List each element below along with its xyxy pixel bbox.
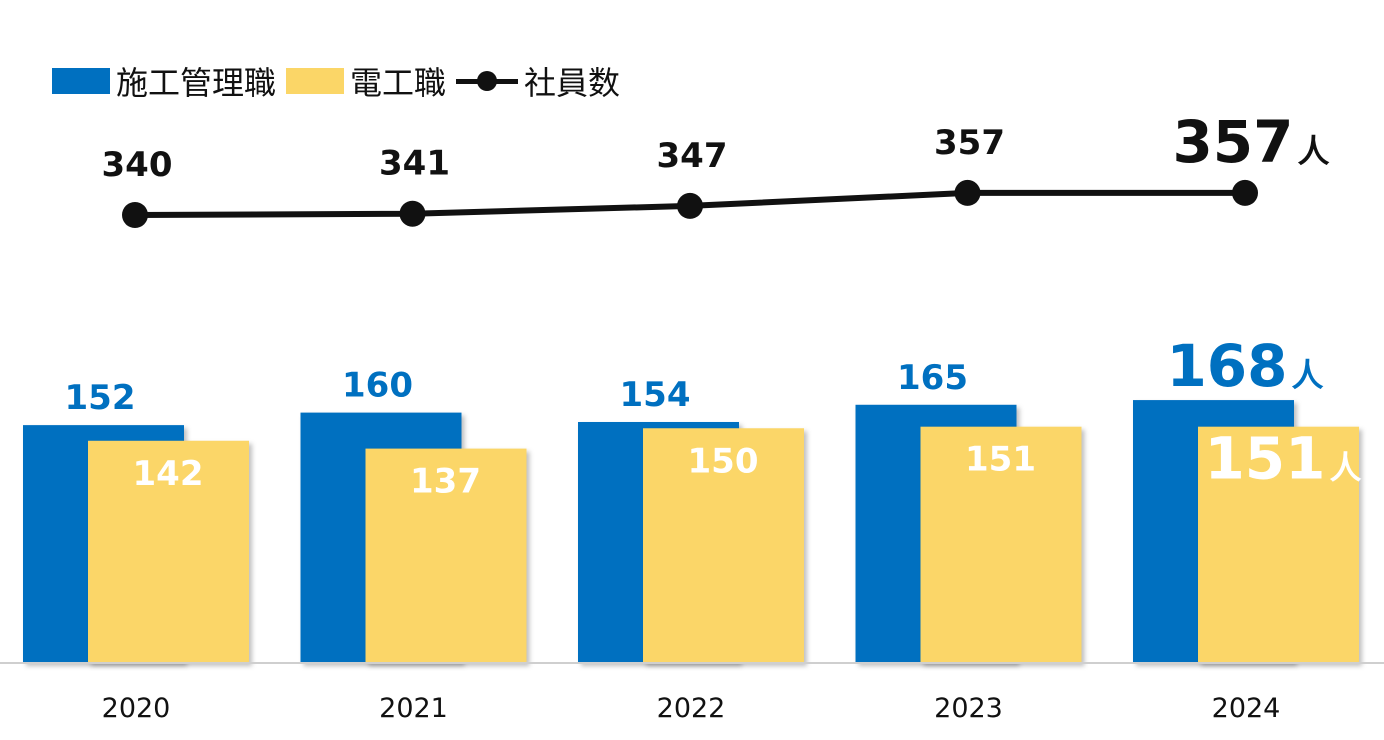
x-tick-2020: 2020 bbox=[102, 693, 171, 724]
total-point-2022 bbox=[677, 192, 703, 219]
total-point-2020 bbox=[122, 202, 148, 228]
label-total-2022: 347 bbox=[657, 136, 728, 176]
legend-label-electrical: 電工職 bbox=[350, 64, 447, 102]
x-tick-2022: 2022 bbox=[657, 693, 726, 724]
label-construction-2023: 165 bbox=[897, 358, 968, 398]
legend-label-construction: 施工管理職 bbox=[116, 64, 277, 102]
legend-item-electrical: 電工職 bbox=[286, 58, 446, 104]
bar-electrical-2021 bbox=[365, 448, 527, 663]
label-total-2023: 357 bbox=[934, 123, 1005, 163]
bar-electrical-2020 bbox=[88, 440, 249, 663]
legend-item-construction: 施工管理職 bbox=[52, 58, 276, 104]
legend-label-total: 社員数 bbox=[524, 64, 621, 102]
bar-electrical-2024 bbox=[1198, 426, 1359, 663]
label-construction-2020: 152 bbox=[65, 378, 136, 418]
legend-swatch-construction bbox=[52, 68, 110, 94]
label-total-2024: 357 人 bbox=[1172, 108, 1329, 176]
label-construction-2021: 160 bbox=[342, 366, 413, 406]
label-construction-2024: 168 人 bbox=[1166, 332, 1323, 400]
total-point-2023 bbox=[954, 179, 981, 206]
x-tick-2024: 2024 bbox=[1212, 693, 1281, 724]
label-total-2021: 341 bbox=[379, 144, 450, 184]
label-electrical-2023: 151 bbox=[965, 440, 1036, 480]
label-total-2020: 340 bbox=[102, 145, 173, 185]
legend-item-total: 社員数 bbox=[456, 58, 620, 104]
label-electrical-2020: 142 bbox=[133, 454, 204, 494]
legend-swatch-electrical bbox=[286, 68, 345, 94]
bar-electrical-2022 bbox=[643, 428, 804, 663]
total-point-2024 bbox=[1232, 179, 1258, 206]
label-electrical-2022: 150 bbox=[688, 441, 759, 481]
label-electrical-2021: 137 bbox=[410, 462, 481, 502]
bar-electrical-2023 bbox=[920, 426, 1082, 663]
label-construction-2022: 154 bbox=[620, 375, 691, 415]
legend-line-marker bbox=[456, 68, 519, 94]
legend: 施工管理職 電工職 社員数 bbox=[52, 58, 630, 104]
x-tick-2021: 2021 bbox=[379, 693, 448, 724]
total-point-2021 bbox=[399, 200, 426, 227]
x-tick-2023: 2023 bbox=[934, 693, 1003, 724]
label-electrical-2024: 151 人 bbox=[1204, 425, 1361, 493]
